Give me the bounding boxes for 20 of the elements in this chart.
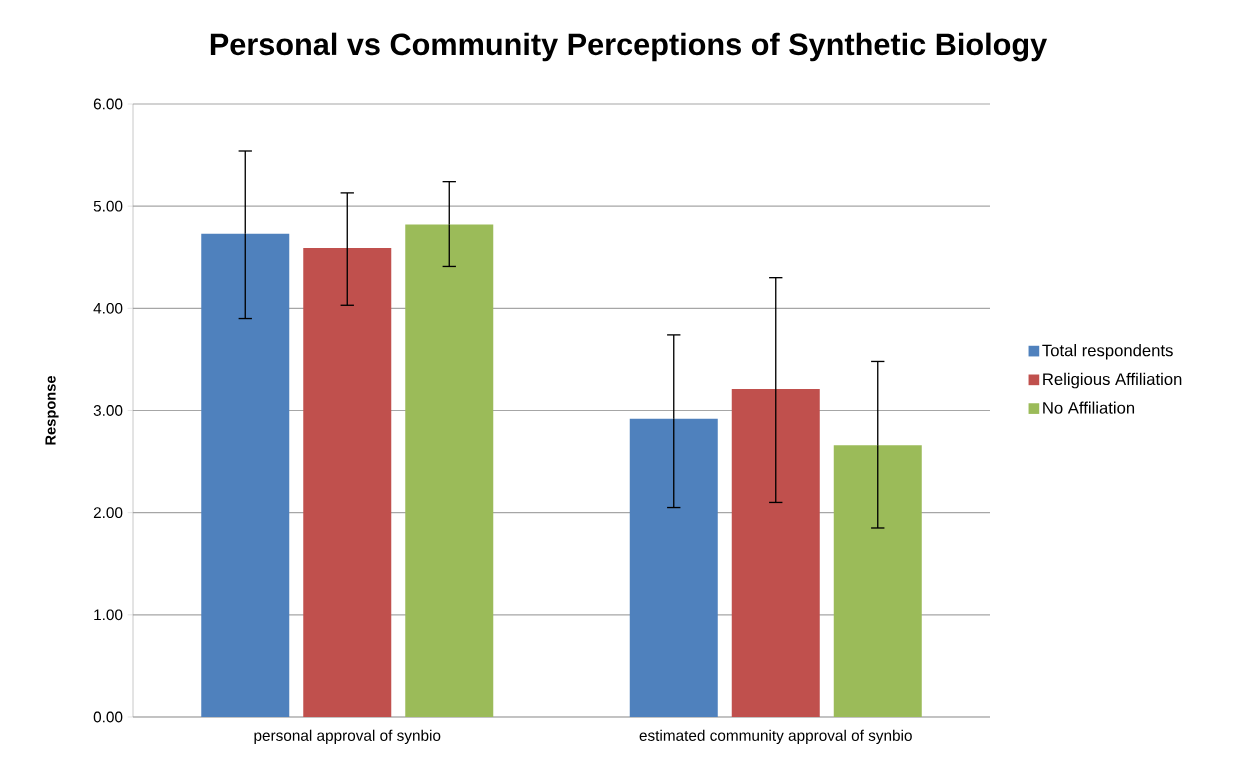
- bar: [629, 418, 718, 717]
- y-tick-label: 5.00: [93, 200, 123, 212]
- y-tick-label: 1.00: [94, 609, 123, 621]
- legend-label: Total respondents: [1042, 344, 1173, 360]
- y-tick-label: 0.00: [93, 711, 123, 723]
- bar: [405, 224, 494, 717]
- legend-label: Religious Affiliation: [1043, 372, 1182, 389]
- y-axis-title: Response: [45, 375, 59, 445]
- y-tick-label: 4.00: [93, 302, 123, 314]
- y-tick-label: 3.00: [93, 405, 123, 416]
- x-tick-label: estimated community approval of synbio: [639, 729, 912, 744]
- bar: [303, 248, 392, 717]
- y-tick-label: 2.00: [93, 507, 123, 519]
- bar: [833, 445, 922, 717]
- legend-label: No Affiliation: [1043, 401, 1135, 414]
- x-tick-label: personal approval of synbio: [254, 729, 441, 744]
- y-tick-label: 6.00: [93, 98, 123, 110]
- bar: [201, 233, 290, 717]
- bar: [731, 389, 820, 717]
- chart-title: Personal vs Community Perceptions of Synthetic Biology: [210, 32, 1048, 62]
